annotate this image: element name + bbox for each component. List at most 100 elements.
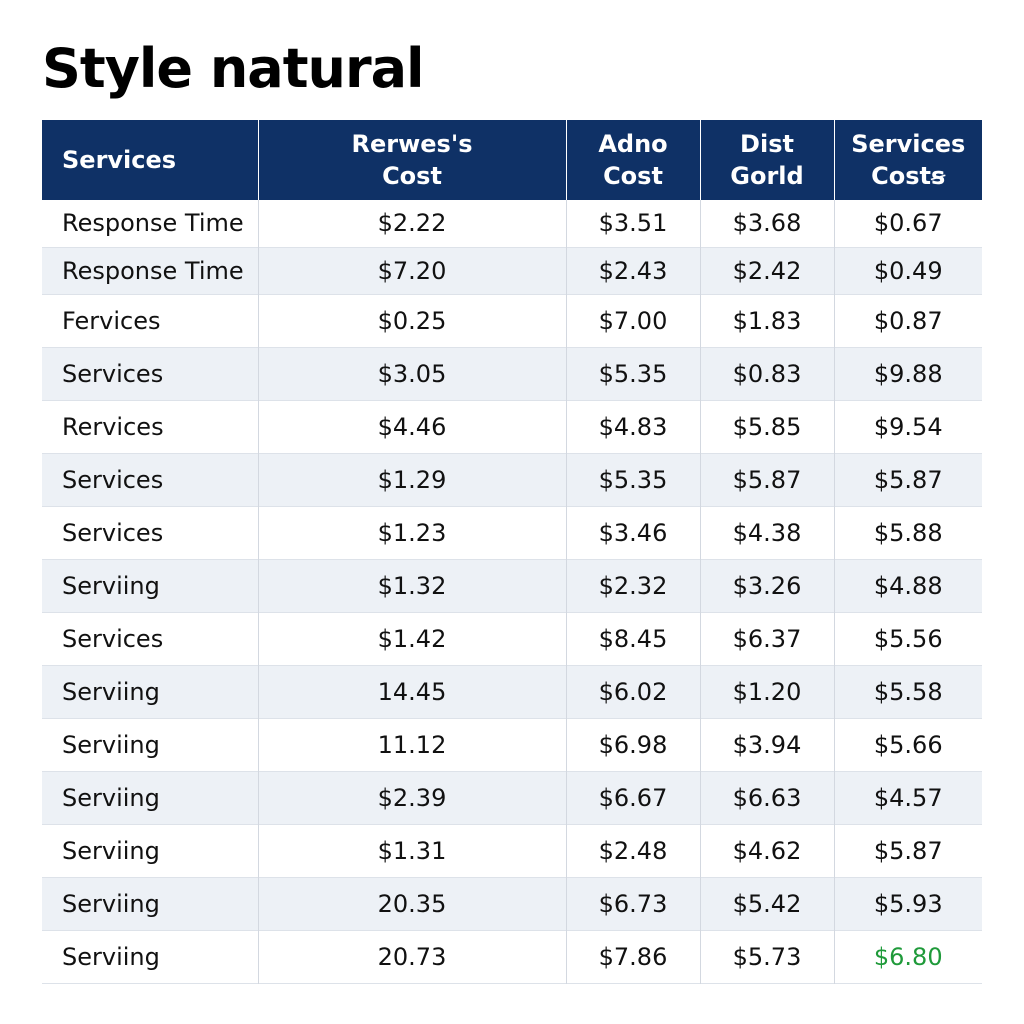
table-cell: $6.73 — [565, 877, 700, 930]
table-cell: Serviing — [62, 836, 160, 865]
column-header-dist-gorld: Dist Gorld — [699, 120, 834, 200]
table-header: Services Rerwes's Cost Adno Cost Dist Go… — [42, 120, 982, 200]
table-cell: $5.42 — [699, 877, 834, 930]
table-row: Response Time $7.20 $2.43 $2.42 $0.49 — [42, 247, 982, 294]
table-cell: $0.67 — [833, 200, 982, 247]
table-cell: Services — [62, 465, 164, 494]
table-cell: Fervices — [62, 306, 161, 335]
table-cell: $5.66 — [833, 718, 982, 771]
table-cell: $3.51 — [565, 200, 700, 247]
table-cell: $9.88 — [833, 347, 982, 400]
table-cell: $2.43 — [565, 247, 700, 294]
header-label: Gorld — [730, 162, 804, 190]
table-cell: $0.25 — [257, 294, 566, 347]
table-cell: $3.46 — [565, 506, 700, 559]
table-row: Services $1.23 $3.46 $4.38 $5.88 — [42, 506, 982, 559]
table-cell: $4.62 — [699, 824, 834, 877]
table-row: Serviing $2.39 $6.67 $6.63 $4.57 — [42, 771, 982, 824]
table-cell: $5.35 — [565, 453, 700, 506]
table-cell: $2.39 — [257, 771, 566, 824]
table-row: Services $1.42 $8.45 $6.37 $5.56 — [42, 612, 982, 665]
table-row: Serviing 14.45 $6.02 $1.20 $5.58 — [42, 665, 982, 718]
table-cell: Serviing — [62, 571, 160, 600]
column-header-services: Services — [42, 120, 258, 200]
table-cell: $5.73 — [699, 930, 834, 983]
header-label: Cost — [603, 162, 663, 190]
table-cell: $0.87 — [833, 294, 982, 347]
page-title: Style natural — [42, 37, 425, 100]
table-cell: $4.46 — [257, 400, 566, 453]
table-cell: $6.02 — [565, 665, 700, 718]
table-cell: $3.94 — [699, 718, 834, 771]
table-cell: Services — [62, 359, 164, 388]
table-cell: $1.31 — [257, 824, 566, 877]
table-cell: $9.54 — [833, 400, 982, 453]
table-cell: $2.48 — [565, 824, 700, 877]
table-row: Services $3.05 $5.35 $0.83 $9.88 — [42, 347, 982, 400]
table-cell: $6.98 — [565, 718, 700, 771]
header-label: Costꞩ — [871, 162, 946, 190]
table-cell: Rervices — [62, 412, 164, 441]
table-row: Services $1.29 $5.35 $5.87 $5.87 — [42, 453, 982, 506]
table-cell: $7.00 — [565, 294, 700, 347]
table-cell: $1.29 — [257, 453, 566, 506]
table-row: Serviing 20.35 $6.73 $5.42 $5.93 — [42, 877, 982, 930]
table-cell: $5.56 — [833, 612, 982, 665]
table-cell: Response Time — [62, 209, 244, 238]
table-cell: $3.26 — [699, 559, 834, 612]
table-cell: $1.20 — [699, 665, 834, 718]
header-row: Services Rerwes's Cost Adno Cost Dist Go… — [42, 120, 982, 200]
table-cell: 20.73 — [257, 930, 566, 983]
table-cell: Serviing — [62, 730, 160, 759]
table-cell: 11.12 — [257, 718, 566, 771]
table-cell: $4.57 — [833, 771, 982, 824]
header-label: Services — [851, 130, 966, 158]
column-header-adno-cost: Adno Cost — [565, 120, 700, 200]
table-cell: $1.32 — [257, 559, 566, 612]
table-cell: $1.42 — [257, 612, 566, 665]
table-row: Fervices $0.25 $7.00 $1.83 $0.87 — [42, 294, 982, 347]
table-cell: $5.88 — [833, 506, 982, 559]
table-cell: Services — [62, 518, 164, 547]
header-label: Rerwes's — [351, 130, 473, 158]
table-cell: $6.37 — [699, 612, 834, 665]
table-cell: $2.42 — [699, 247, 834, 294]
table-row: Response Time $2.22 $3.51 $3.68 $0.67 — [42, 200, 982, 247]
table-cell: $0.49 — [833, 247, 982, 294]
table-cell: Serviing — [62, 942, 160, 971]
table-cell: Serviing — [62, 889, 160, 918]
table-cell: $5.58 — [833, 665, 982, 718]
header-label: Dist — [740, 130, 794, 158]
table-cell: $4.83 — [565, 400, 700, 453]
table-cell: $6.67 — [565, 771, 700, 824]
table-cell: $5.93 — [833, 877, 982, 930]
table-cell: Serviing — [62, 783, 160, 812]
table-cell: $5.87 — [699, 453, 834, 506]
cost-table: Services Rerwes's Cost Adno Cost Dist Go… — [42, 120, 982, 984]
table-cell: Serviing — [62, 677, 160, 706]
table-cell: $2.32 — [565, 559, 700, 612]
table-row: Serviing $1.31 $2.48 $4.62 $5.87 — [42, 824, 982, 877]
column-header-rerwes-cost: Rerwes's Cost — [257, 120, 566, 200]
table-cell: $7.20 — [257, 247, 566, 294]
table-cell: 14.45 — [257, 665, 566, 718]
table-cell: $5.35 — [565, 347, 700, 400]
table-cell: $5.87 — [833, 824, 982, 877]
table-cell: Response Time — [62, 256, 244, 285]
table-cell: $3.68 — [699, 200, 834, 247]
header-label: Services — [62, 146, 177, 174]
table-cell: $1.23 — [257, 506, 566, 559]
table-row: Serviing 20.73 $7.86 $5.73 $6.80 — [42, 930, 982, 983]
header-label: Adno — [598, 130, 668, 158]
table-cell: $8.45 — [565, 612, 700, 665]
table-cell: $1.83 — [699, 294, 834, 347]
table-cell: $3.05 — [257, 347, 566, 400]
table-cell-highlighted: $6.80 — [833, 930, 982, 983]
table-cell: $0.83 — [699, 347, 834, 400]
header-label: Cost — [382, 162, 442, 190]
table-cell: 20.35 — [257, 877, 566, 930]
table-row: Rervices $4.46 $4.83 $5.85 $9.54 — [42, 400, 982, 453]
table-cell: $2.22 — [257, 200, 566, 247]
table-cell: $6.63 — [699, 771, 834, 824]
table-cell: $5.85 — [699, 400, 834, 453]
